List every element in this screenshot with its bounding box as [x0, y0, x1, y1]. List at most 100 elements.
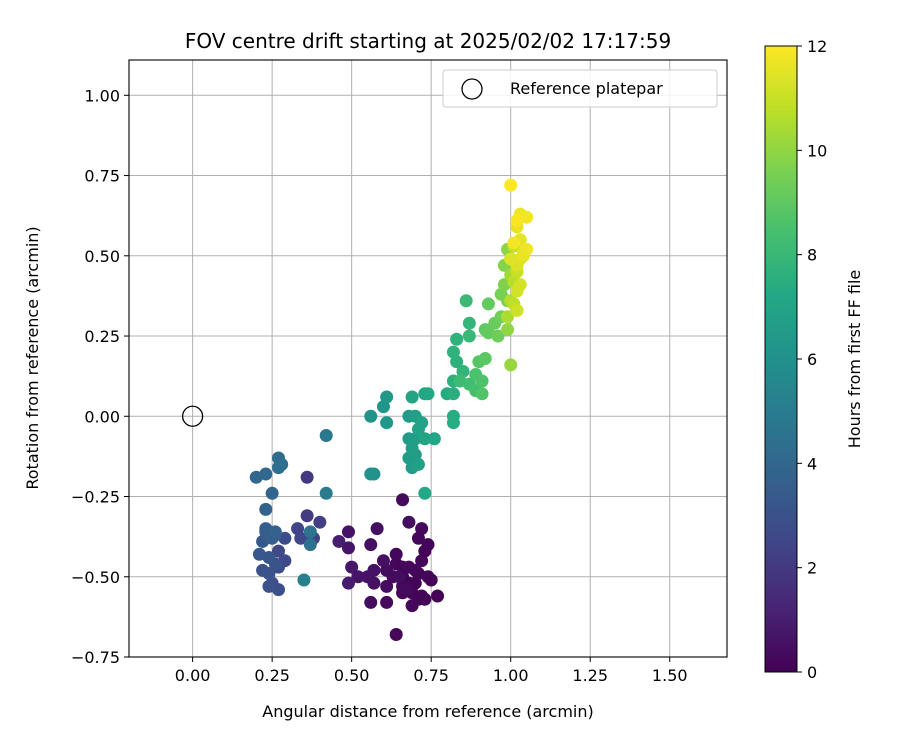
- scatter-point: [294, 531, 308, 545]
- scatter-point: [389, 628, 403, 642]
- x-tick-label: 1.25: [572, 666, 608, 685]
- scatter-point: [475, 387, 489, 401]
- scatter-point: [300, 509, 314, 523]
- scatter-point: [300, 470, 314, 484]
- x-axis-label: Angular distance from reference (arcmin): [262, 702, 593, 721]
- scatter-point: [446, 345, 460, 359]
- y-axis-label: Rotation from reference (arcmin): [23, 226, 42, 489]
- y-tick-label: 1.00: [84, 86, 120, 105]
- scatter-point: [259, 502, 273, 516]
- scatter-point: [399, 583, 413, 597]
- scatter-point: [303, 525, 317, 539]
- scatter-point: [364, 467, 378, 481]
- scatter-point: [370, 522, 384, 536]
- x-tick-label: 0.50: [334, 666, 370, 685]
- data-points: [249, 178, 534, 642]
- scatter-point: [319, 429, 333, 443]
- y-tick-label: 0.25: [84, 327, 120, 346]
- colorbar-label: Hours from first FF file: [845, 270, 864, 449]
- plot-area: [129, 60, 727, 657]
- scatter-point: [297, 573, 311, 587]
- colorbar-ticks: 0 2 4 6 8 10 12: [797, 37, 827, 682]
- reference-platepar-marker: [181, 405, 204, 427]
- scatter-point: [392, 570, 406, 584]
- x-tick-label: 1.50: [652, 666, 688, 685]
- scatter-point: [351, 570, 365, 584]
- scatter-point: [402, 515, 416, 529]
- scatter-point: [431, 589, 445, 603]
- scatter-point: [450, 332, 464, 346]
- scatter-point: [491, 329, 505, 343]
- legend-entry-label: Reference platepar: [510, 79, 663, 98]
- x-tick-label: 0.75: [413, 666, 449, 685]
- scatter-point: [411, 457, 425, 471]
- y-tick-label: −0.75: [71, 648, 120, 667]
- scatter-point: [510, 303, 524, 317]
- y-tick-label: −0.50: [71, 568, 120, 587]
- scatter-point: [462, 329, 476, 343]
- colorbar-tick-label: 4: [807, 454, 817, 473]
- scatter-point: [504, 178, 518, 192]
- scatter-point: [446, 416, 460, 430]
- scatter-point: [364, 409, 378, 423]
- colorbar-gradient: [764, 45, 798, 673]
- scatter-point: [507, 236, 521, 250]
- scatter-point: [418, 486, 432, 500]
- scatter-point: [411, 531, 425, 545]
- x-tick-label: 0.25: [254, 666, 290, 685]
- scatter-point: [481, 297, 495, 311]
- scatter-point: [272, 544, 285, 558]
- y-tick-label: 0.75: [84, 167, 120, 186]
- scatter-point: [510, 284, 524, 298]
- scatter-point: [341, 541, 355, 555]
- scatter-point: [504, 358, 518, 372]
- y-tick-label: 0.00: [84, 407, 120, 426]
- scatter-point: [411, 422, 425, 436]
- scatter-point: [268, 525, 282, 539]
- scatter-point: [313, 515, 327, 529]
- scatter-point: [501, 310, 515, 324]
- scatter-point: [265, 486, 279, 500]
- scatter-point: [427, 432, 441, 446]
- colorbar-tick-label: 6: [807, 350, 817, 369]
- scatter-point: [475, 374, 489, 388]
- chart-title: FOV centre drift starting at 2025/02/02 …: [185, 29, 671, 53]
- x-tick-label: 1.00: [493, 666, 529, 685]
- colorbar-tick-label: 12: [807, 37, 827, 56]
- y-tick-label: −0.25: [71, 488, 120, 507]
- scatter-point: [341, 525, 355, 539]
- scatter-point: [478, 352, 492, 365]
- scatter-point: [380, 579, 394, 593]
- scatter-point: [364, 538, 378, 552]
- colorbar: 0 2 4 6 8 10 12 Hours from first FF file: [764, 37, 864, 682]
- scatter-point: [405, 390, 419, 404]
- colorbar-tick-label: 2: [807, 559, 817, 578]
- scatter-point: [408, 563, 422, 577]
- x-axis-ticks: 0.00 0.25 0.50 0.75 1.00 1.25 1.50: [175, 657, 688, 685]
- scatter-point: [446, 387, 460, 401]
- scatter-point: [259, 467, 273, 481]
- scatter-point: [341, 576, 355, 590]
- legend-marker-open-circle: [461, 78, 483, 100]
- legend: Reference platepar: [442, 69, 718, 108]
- y-tick-label: 0.50: [84, 247, 120, 266]
- scatter-point: [520, 242, 534, 256]
- scatter-point: [262, 567, 276, 581]
- legend-box: [442, 69, 718, 108]
- scatter-point: [380, 390, 394, 404]
- scatter-point: [303, 538, 317, 552]
- scatter-point: [364, 595, 378, 609]
- scatter-point: [275, 457, 289, 471]
- scatter-point: [361, 570, 375, 584]
- scatter-point: [418, 592, 432, 606]
- x-tick-label: 0.00: [175, 666, 211, 685]
- scatter-point: [389, 547, 403, 561]
- scatter-point: [504, 252, 518, 266]
- scatter-point: [345, 560, 359, 574]
- scatter-point: [462, 316, 476, 330]
- scatter-point: [332, 534, 346, 548]
- scatter-point: [418, 432, 432, 446]
- scatter-point: [421, 387, 435, 401]
- scatter-point: [424, 573, 438, 587]
